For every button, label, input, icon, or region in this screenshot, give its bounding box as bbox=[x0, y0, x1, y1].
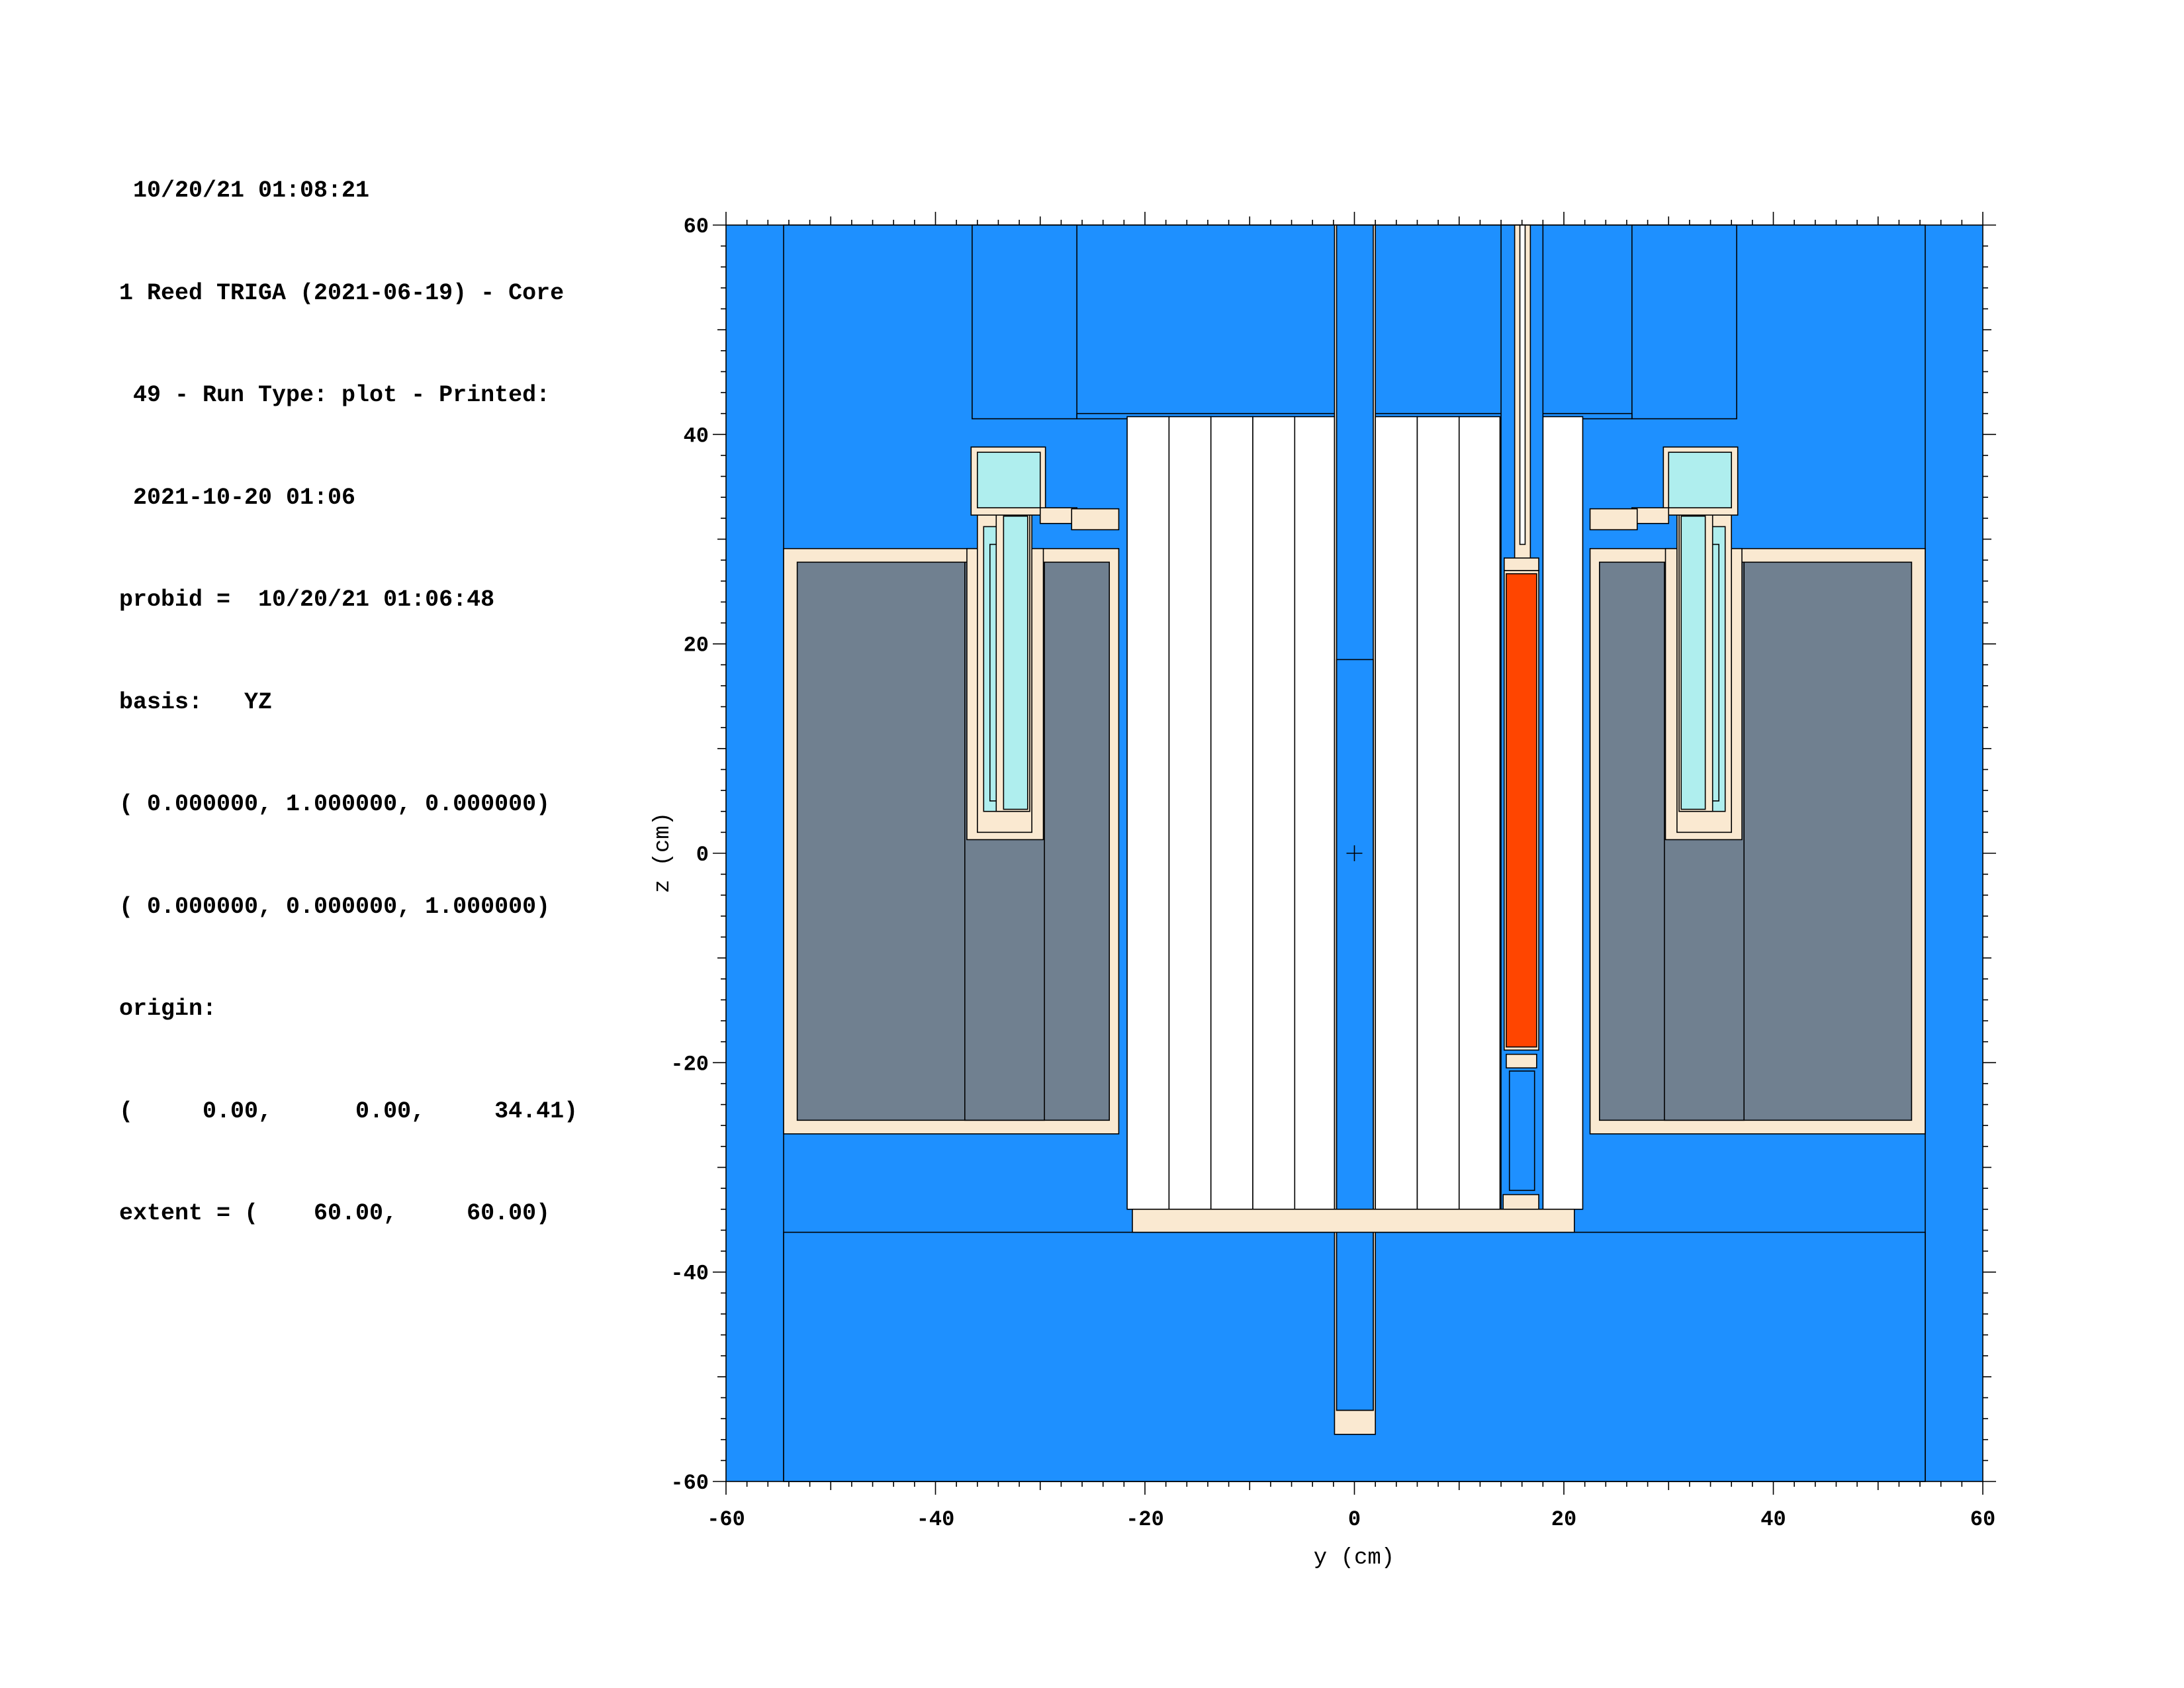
fuel-element bbox=[1294, 416, 1336, 1210]
header-line: 10/20/21 01:08:21 bbox=[119, 177, 370, 204]
x-tick-label: 0 bbox=[1348, 1507, 1361, 1532]
x-axis-label: y (cm) bbox=[1314, 1546, 1394, 1571]
header-line: ( 0.000000, 0.000000, 1.000000) bbox=[119, 893, 551, 920]
water-region bbox=[1631, 224, 1737, 420]
rod-bottom-fitting bbox=[1502, 1194, 1539, 1210]
highlighted-fuel-meat bbox=[1506, 573, 1537, 1048]
rod-lower-plug bbox=[1506, 1053, 1537, 1069]
y-tick-label: 40 bbox=[684, 424, 709, 448]
fuel-element bbox=[1458, 416, 1501, 1210]
header-line: 49 - Run Type: plot - Printed: bbox=[119, 382, 551, 408]
x-tick-label: -40 bbox=[917, 1507, 955, 1532]
graphite-reflector bbox=[796, 561, 1110, 1121]
fuel-element bbox=[1542, 416, 1584, 1210]
y-axis-label: z (cm) bbox=[651, 812, 676, 893]
fuel-element bbox=[1210, 416, 1253, 1210]
x-tick-label: -60 bbox=[707, 1507, 745, 1532]
lazy-susan-cap-inner bbox=[1668, 451, 1732, 508]
geometry-regions bbox=[725, 224, 1983, 1482]
x-tick-label: -20 bbox=[1126, 1507, 1164, 1532]
rod-extension-inner bbox=[1519, 224, 1526, 545]
central-thimble-water bbox=[1336, 659, 1374, 1411]
x-tick-label: 20 bbox=[1551, 1507, 1576, 1532]
y-tick-label: -40 bbox=[670, 1262, 709, 1286]
y-tick-label: 60 bbox=[684, 214, 709, 239]
lazy-susan-tube-inner bbox=[1680, 515, 1706, 810]
lazy-susan-cap-inner bbox=[977, 451, 1041, 508]
grid-plate-edge bbox=[1071, 508, 1120, 531]
x-tick-label: 60 bbox=[1970, 1507, 1995, 1532]
header-line: ( 0.00, 0.00, 34.41) bbox=[119, 1098, 578, 1125]
fuel-element bbox=[1416, 416, 1460, 1210]
fuel-element bbox=[1252, 416, 1296, 1210]
water-region bbox=[972, 224, 1077, 420]
x-tick-label: 40 bbox=[1760, 1507, 1786, 1532]
header-line: 1 Reed TRIGA (2021-06-19) - Core bbox=[119, 279, 565, 306]
lower-grid-plate bbox=[1132, 1208, 1575, 1233]
y-tick-label: -60 bbox=[670, 1471, 709, 1495]
axis-ticks bbox=[713, 212, 1996, 1495]
header-text-block: 10/20/21 01:08:21 1 Reed TRIGA (2021-06-… bbox=[119, 106, 578, 1265]
header-line: ( 0.000000, 1.000000, 0.000000) bbox=[119, 791, 551, 818]
header-line: origin: bbox=[119, 996, 217, 1022]
header-line: extent = ( 60.00, 60.00) bbox=[119, 1200, 551, 1227]
header-line: probid = 10/20/21 01:06:48 bbox=[119, 586, 495, 613]
fuel-element bbox=[1126, 416, 1170, 1210]
rod-lower-void bbox=[1508, 1070, 1535, 1192]
fuel-element bbox=[1375, 416, 1418, 1210]
grid-plate-edge bbox=[1589, 508, 1638, 531]
header-line: basis: YZ bbox=[119, 688, 273, 716]
lazy-susan-tube-inner bbox=[1003, 515, 1028, 810]
fuel-element bbox=[1168, 416, 1212, 1210]
header-line: 2021-10-20 01:06 bbox=[119, 484, 356, 511]
graphite-reflector bbox=[1599, 561, 1913, 1121]
y-tick-label: 20 bbox=[684, 633, 709, 658]
rod-end-cap bbox=[1503, 557, 1539, 571]
y-tick-label: -20 bbox=[670, 1052, 709, 1076]
y-tick-label: 0 bbox=[696, 843, 709, 867]
axis-tick-labels: -60 -40 -20 0 20 40 60 60 40 20 0 -20 -40 -60 bbox=[670, 214, 1995, 1532]
